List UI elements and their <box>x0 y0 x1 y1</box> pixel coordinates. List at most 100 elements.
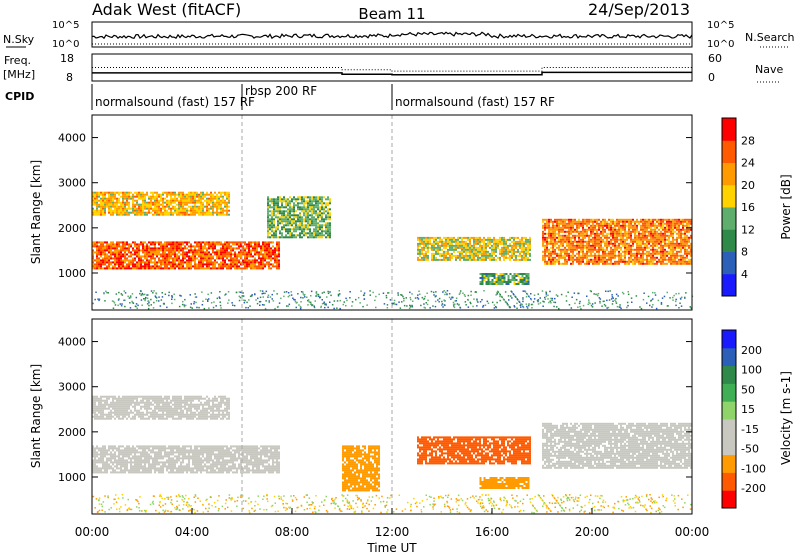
heatmap-cell <box>266 257 268 260</box>
heatmap-cell <box>110 257 112 260</box>
heatmap-cell <box>688 260 690 263</box>
heatmap-cell <box>128 191 130 194</box>
heatmap-cell <box>570 218 572 221</box>
heatmap-cell <box>572 260 574 263</box>
noise-speckle <box>242 295 245 297</box>
heatmap-cell <box>578 260 580 263</box>
heatmap-cell <box>210 245 212 248</box>
noise-speckle <box>680 305 683 307</box>
heatmap-cell <box>152 251 154 254</box>
heatmap-cell <box>674 244 676 247</box>
heatmap-cell <box>560 238 562 241</box>
heatmap-cell <box>626 248 628 251</box>
heatmap-cell <box>624 220 626 223</box>
heatmap-cell <box>556 252 558 255</box>
heatmap-cell <box>574 246 576 249</box>
heatmap-cell <box>102 261 104 264</box>
heatmap-cell <box>214 261 216 264</box>
heatmap-cell <box>666 254 668 257</box>
heatmap-cell <box>100 193 102 196</box>
heatmap-cell <box>570 236 572 239</box>
heatmap-cell <box>662 222 664 225</box>
heatmap-cell <box>146 245 148 248</box>
heatmap-cell <box>622 236 624 239</box>
heatmap-cell <box>616 262 618 265</box>
heatmap-cell <box>511 256 513 259</box>
heatmap-cell <box>124 267 126 270</box>
heatmap-cell <box>156 195 158 198</box>
heatmap-cell <box>566 240 568 243</box>
noise-speckle <box>98 299 100 302</box>
heatmap-cell <box>497 238 499 241</box>
heatmap-cell <box>226 209 228 212</box>
heatmap-cell <box>435 258 437 261</box>
heatmap-cell <box>234 257 236 260</box>
heatmap-cell <box>636 244 638 247</box>
heatmap-cell <box>652 252 654 255</box>
heatmap-cell <box>457 238 459 241</box>
heatmap-cell <box>666 226 668 229</box>
heatmap-cell <box>674 238 676 241</box>
heatmap-cell <box>307 202 309 205</box>
heatmap-cell <box>542 250 544 253</box>
heatmap-cell <box>327 202 329 205</box>
heatmap-cell <box>554 230 556 233</box>
heatmap-cell <box>315 204 317 207</box>
heatmap-cell <box>495 246 497 249</box>
heatmap-cell <box>475 240 477 243</box>
heatmap-cell <box>523 283 526 285</box>
heatmap-cell <box>262 257 264 260</box>
heatmap-cell <box>224 255 226 258</box>
heatmap-cell <box>519 279 522 281</box>
heatmap-cell <box>270 267 272 270</box>
heatmap-cell <box>668 256 670 259</box>
noise-speckle <box>547 294 549 297</box>
heatmap-cell <box>190 205 192 208</box>
noise-speckle <box>626 301 629 304</box>
heatmap-cell <box>224 259 226 262</box>
heatmap-cell <box>124 201 126 204</box>
heatmap-cell <box>289 202 291 205</box>
heatmap-cell <box>311 214 313 217</box>
heatmap-cell <box>136 213 138 216</box>
heatmap-cell <box>188 255 190 258</box>
heatmap-cell <box>291 210 293 213</box>
noise-speckle <box>290 294 293 296</box>
heatmap-cell <box>672 246 674 249</box>
heatmap-cell <box>666 238 668 241</box>
heatmap-cell <box>433 244 435 247</box>
heatmap-cell <box>519 281 522 283</box>
heatmap-cell <box>604 236 606 239</box>
noise-speckle <box>196 306 198 309</box>
heatmap-cell <box>544 240 546 243</box>
heatmap-cell <box>431 248 433 251</box>
noise-speckle <box>292 297 294 299</box>
heatmap-cell <box>110 213 112 216</box>
noise-speckle <box>525 303 528 305</box>
heatmap-cell <box>106 191 108 194</box>
heatmap-cell <box>475 248 477 251</box>
heatmap-cell <box>491 256 493 259</box>
heatmap-cell <box>260 267 262 270</box>
heatmap-cell <box>554 226 556 229</box>
heatmap-cell <box>646 244 648 247</box>
heatmap-cell <box>170 265 172 268</box>
heatmap-cell <box>327 234 329 237</box>
heatmap-cell <box>160 259 162 262</box>
heatmap-cell <box>220 211 222 214</box>
heatmap-cell <box>463 248 465 251</box>
noise-speckle <box>423 297 426 300</box>
heatmap-cell <box>154 245 156 248</box>
heatmap-cell <box>164 257 166 260</box>
heatmap-cell <box>590 240 592 243</box>
heatmap-cell <box>630 260 632 263</box>
noise-speckle <box>434 300 437 303</box>
heatmap-cell <box>170 191 172 194</box>
heatmap-cell <box>100 259 102 262</box>
heatmap-cell <box>499 240 501 243</box>
noise-speckle <box>189 294 191 296</box>
heatmap-cell <box>92 251 94 254</box>
heatmap-cell <box>594 242 596 245</box>
heatmap-cell <box>212 213 214 216</box>
heatmap-cell <box>497 279 500 281</box>
